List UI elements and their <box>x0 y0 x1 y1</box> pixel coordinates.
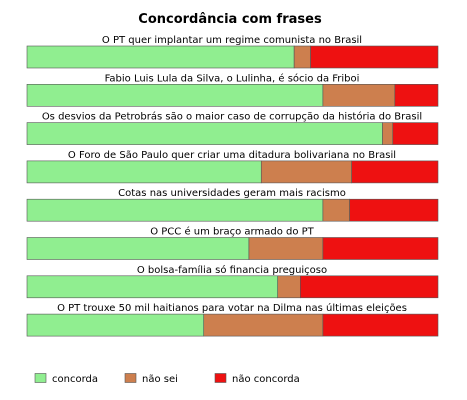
bar-segment-nao-concorda <box>349 198 439 222</box>
bar-segment-nao-concorda <box>322 237 439 260</box>
bar-segment-concorda <box>26 45 295 69</box>
legend-label-nao-concorda: não concorda <box>232 374 300 385</box>
category-label: Os desvios da Petrobrás são o maior caso… <box>42 111 422 123</box>
legend: concorda não sei não concorda <box>34 373 300 385</box>
legend-swatch-concorda <box>34 373 47 383</box>
category-label: Fabio Luis Lula da Silva, o Lulinha, é s… <box>105 72 360 84</box>
bar-segment-nao-concorda <box>322 313 439 337</box>
bar-segment-nao-concorda <box>392 122 439 145</box>
bar-segment-nao-concorda <box>394 84 439 107</box>
legend-label-concorda: concorda <box>52 374 98 385</box>
bar-segment-nao-sei <box>203 313 324 337</box>
category-label: Cotas nas universidades geram mais racis… <box>118 188 346 199</box>
legend-label-nao-sei: não sei <box>142 374 178 385</box>
bars-group: O PT quer implantar um regime comunista … <box>26 35 439 337</box>
bar-segment-nao-concorda <box>351 160 439 184</box>
bar-segment-concorda <box>26 198 324 222</box>
bar-segment-nao-concorda <box>300 275 439 299</box>
bar-segment-concorda <box>26 313 205 337</box>
category-label: O PT trouxe 50 mil haitianos para votar … <box>57 302 407 314</box>
bar-segment-concorda <box>26 275 279 299</box>
bar-segment-concorda <box>26 84 324 107</box>
bar-segment-nao-sei <box>248 237 324 260</box>
bar-segment-concorda <box>26 122 383 145</box>
bar-segment-concorda <box>26 160 262 184</box>
bar-segment-nao-sei <box>293 45 311 69</box>
category-label: O PCC é um braço armado do PT <box>150 226 314 238</box>
category-label: O bolsa-família só financia preguiçoso <box>137 264 327 276</box>
legend-swatch-nao-concorda <box>214 373 227 383</box>
chart-title: Concordância com frases <box>138 12 322 27</box>
bar-segment-nao-sei <box>382 122 394 145</box>
bar-segment-nao-sei <box>277 275 301 299</box>
bar-segment-nao-sei <box>322 198 350 222</box>
category-label: O PT quer implantar um regime comunista … <box>102 35 362 46</box>
legend-swatch-nao-sei <box>124 373 137 383</box>
bar-segment-nao-sei <box>322 84 396 107</box>
bar-segment-concorda <box>26 237 250 260</box>
category-label: O Foro de São Paulo quer criar uma ditad… <box>68 150 396 161</box>
bar-segment-nao-sei <box>260 160 352 184</box>
bar-segment-nao-concorda <box>310 45 439 69</box>
